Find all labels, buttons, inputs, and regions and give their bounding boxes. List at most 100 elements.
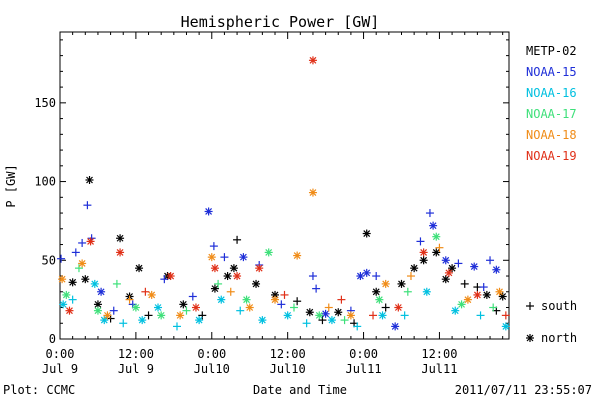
data-point bbox=[429, 221, 438, 230]
data-point bbox=[432, 232, 441, 241]
plot-frame bbox=[59, 31, 510, 340]
data-point bbox=[391, 322, 400, 331]
y-tick-label: 50 bbox=[42, 253, 56, 267]
data-point bbox=[119, 319, 128, 328]
data-point bbox=[204, 207, 213, 216]
legend-entry: NOAA-19 bbox=[526, 149, 577, 163]
data-point bbox=[100, 316, 109, 325]
series-noaa-15 bbox=[57, 201, 501, 331]
y-tick-label: 150 bbox=[34, 96, 56, 110]
data-point bbox=[229, 264, 238, 273]
y-axis: 0 50 100 150 bbox=[34, 39, 509, 346]
data-point bbox=[81, 275, 90, 284]
data-point bbox=[144, 311, 153, 320]
data-point bbox=[116, 248, 125, 257]
x-tick-label: 12:00 bbox=[270, 347, 306, 361]
x-tick-date-label: Jul11 bbox=[345, 362, 381, 376]
data-point bbox=[217, 295, 226, 304]
data-point bbox=[479, 283, 488, 292]
data-point bbox=[125, 295, 134, 304]
data-point bbox=[166, 272, 175, 281]
data-point bbox=[381, 279, 390, 288]
data-point bbox=[271, 295, 280, 304]
data-point bbox=[289, 303, 298, 312]
series-noaa-16 bbox=[59, 279, 510, 331]
data-point bbox=[476, 311, 485, 320]
data-point bbox=[346, 311, 355, 320]
data-point bbox=[198, 311, 207, 320]
data-point bbox=[482, 290, 491, 299]
data-point bbox=[486, 256, 495, 265]
data-point bbox=[441, 275, 450, 284]
data-point bbox=[372, 272, 381, 281]
data-point bbox=[62, 290, 71, 299]
legend-entry: NOAA-16 bbox=[526, 86, 577, 100]
data-point bbox=[157, 311, 166, 320]
data-point bbox=[460, 279, 469, 288]
data-point bbox=[378, 311, 387, 320]
data-point bbox=[334, 308, 343, 317]
data-point bbox=[381, 303, 390, 312]
marker-legend-symbol bbox=[526, 334, 534, 342]
data-point bbox=[501, 311, 510, 320]
data-point bbox=[233, 272, 242, 281]
marker-legend: south north bbox=[526, 299, 577, 345]
data-point bbox=[176, 311, 185, 320]
data-point bbox=[172, 322, 181, 331]
x-tick-label: 0:00 bbox=[197, 347, 226, 361]
x-tick-label: 12:00 bbox=[421, 347, 457, 361]
data-point bbox=[223, 272, 232, 281]
data-point bbox=[400, 311, 409, 320]
x-tick-date-label: Jul10 bbox=[270, 362, 306, 376]
x-tick-label: 12:00 bbox=[118, 347, 154, 361]
data-point bbox=[327, 316, 336, 325]
data-point bbox=[372, 287, 381, 296]
data-point bbox=[283, 311, 292, 320]
data-point bbox=[489, 303, 498, 312]
data-point bbox=[315, 311, 324, 320]
chart-title: Hemispheric Power [GW] bbox=[181, 13, 380, 31]
data-point bbox=[195, 316, 204, 325]
data-point bbox=[457, 300, 466, 309]
data-point bbox=[318, 316, 327, 325]
data-point bbox=[473, 290, 482, 299]
data-point bbox=[337, 295, 346, 304]
data-point bbox=[93, 306, 102, 315]
data-point bbox=[362, 229, 371, 238]
footer-timestamp: 2011/07/11 23:55:07 bbox=[455, 383, 592, 397]
data-point bbox=[138, 316, 147, 325]
x-axis-label: Date and Time bbox=[253, 383, 347, 397]
data-point bbox=[83, 201, 92, 210]
data-point bbox=[495, 287, 504, 296]
legend-entry: NOAA-15 bbox=[526, 65, 577, 79]
data-point bbox=[324, 303, 333, 312]
y-tick-label: 0 bbox=[49, 332, 56, 346]
data-point bbox=[321, 309, 330, 318]
data-point bbox=[501, 322, 510, 331]
data-point bbox=[112, 279, 121, 288]
data-point bbox=[78, 238, 87, 247]
data-point bbox=[305, 308, 314, 317]
data-point bbox=[451, 306, 460, 315]
data-point bbox=[397, 279, 406, 288]
legend: METP-02 NOAA-15 NOAA-16 NOAA-17 NOAA-18 NOAA-… bbox=[526, 44, 577, 163]
data-point bbox=[236, 306, 245, 315]
data-point bbox=[264, 248, 273, 257]
data-point bbox=[233, 235, 242, 244]
data-point bbox=[207, 253, 216, 262]
data-point bbox=[209, 242, 218, 251]
data-point bbox=[394, 303, 403, 312]
data-marks bbox=[57, 56, 510, 331]
data-point bbox=[58, 275, 67, 284]
data-point bbox=[277, 300, 286, 309]
x-tick-date-label: Jul 9 bbox=[42, 362, 78, 376]
data-point bbox=[403, 287, 412, 296]
data-point bbox=[85, 175, 94, 184]
data-point bbox=[425, 209, 434, 218]
legend-entry: NOAA-17 bbox=[526, 107, 577, 121]
data-point bbox=[441, 256, 450, 265]
data-point bbox=[86, 237, 95, 246]
data-point bbox=[356, 272, 365, 281]
data-point bbox=[454, 259, 463, 268]
data-point bbox=[258, 316, 267, 325]
